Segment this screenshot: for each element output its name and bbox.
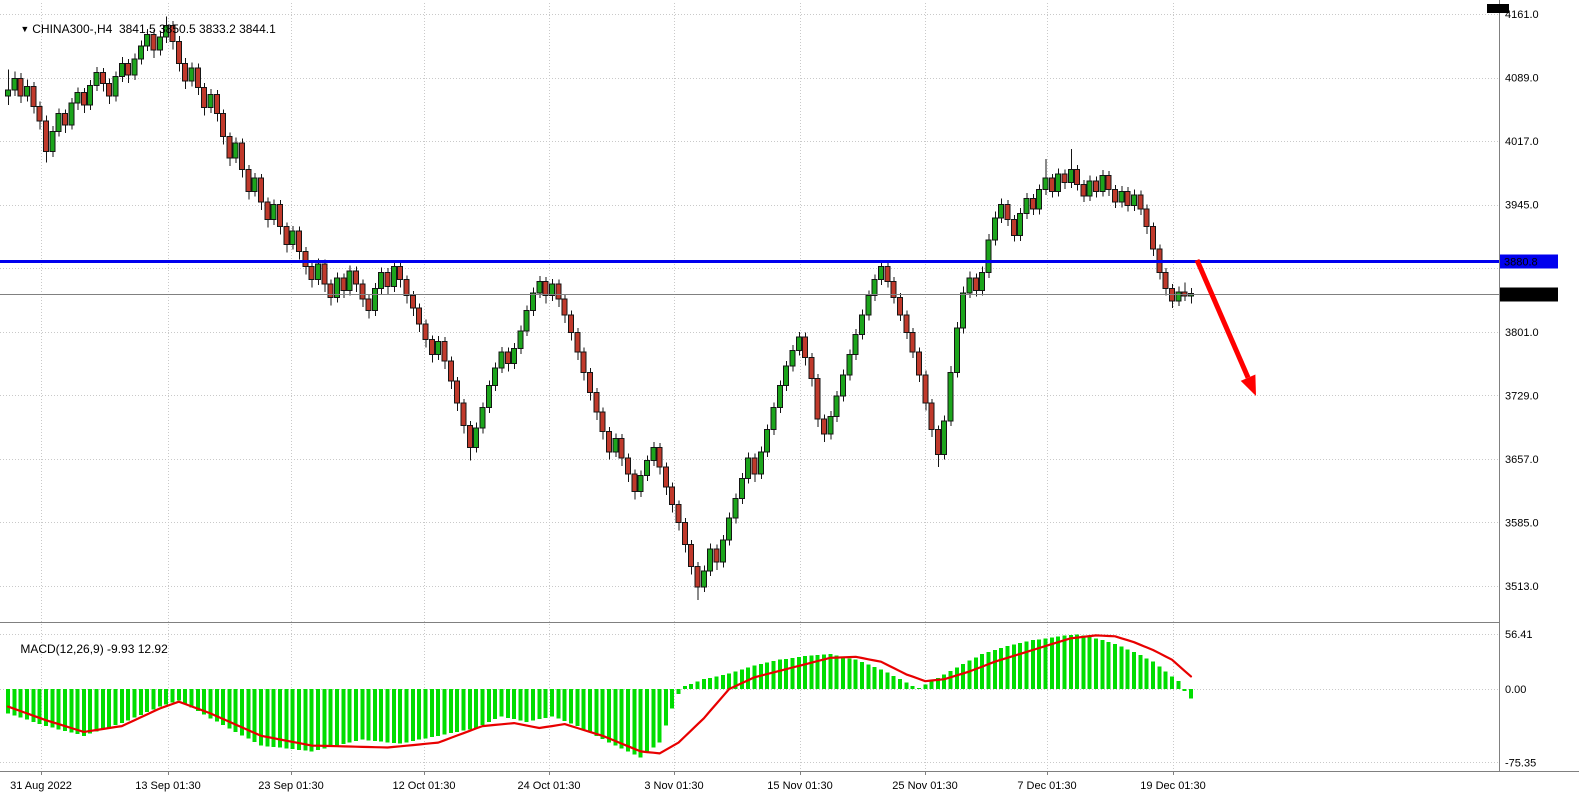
time-axis[interactable]: 31 Aug 2022 13 Sep 01:30 23 Sep 01:30 12 Oc… bbox=[0, 771, 1579, 803]
time-axis-label: 25 Nov 01:30 bbox=[892, 780, 957, 792]
macd-signal-line bbox=[6, 634, 1193, 755]
price-axis-label: 3945.0 bbox=[1505, 200, 1539, 212]
hline-price-label: 3880.8 bbox=[1504, 257, 1538, 269]
macd-axis-label: 56.41 bbox=[1505, 629, 1533, 641]
price-axis-label: 3657.0 bbox=[1505, 454, 1539, 466]
macd-axis-label: -75.35 bbox=[1505, 757, 1536, 769]
symbol-info: ▼ CHINA300-,H4 3841.5 3850.5 3833.2 3844.… bbox=[7, 8, 276, 50]
trend-arrow-object[interactable] bbox=[1194, 259, 1256, 396]
horizontal-line-object[interactable]: 3880.8 bbox=[0, 254, 1558, 269]
time-axis-label: 12 Oct 01:30 bbox=[393, 780, 456, 792]
time-axis-label: 7 Dec 01:30 bbox=[1017, 780, 1076, 792]
price-axis-label: 3513.0 bbox=[1505, 581, 1539, 593]
price-axis-label: 3801.0 bbox=[1505, 327, 1539, 339]
candlestick-series bbox=[5, 16, 1194, 601]
time-axis-label: 19 Dec 01:30 bbox=[1140, 780, 1205, 792]
time-axis-label: 24 Oct 01:30 bbox=[518, 780, 581, 792]
symbol-ohlc-label: CHINA300-,H4 3841.5 3850.5 3833.2 3844.1 bbox=[32, 22, 276, 36]
price-axis-label: 3585.0 bbox=[1505, 517, 1539, 529]
time-axis-label: 31 Aug 2022 bbox=[10, 780, 72, 792]
time-axis-label: 23 Sep 01:30 bbox=[258, 780, 323, 792]
macd-histogram bbox=[6, 634, 1193, 758]
price-axis-label: 3729.0 bbox=[1505, 390, 1539, 402]
price-marker-label: 3844.1 bbox=[1504, 290, 1538, 302]
macd-indicator-label: MACD(12,26,9) -9.93 12.92 bbox=[20, 642, 168, 656]
pane-separators bbox=[0, 0, 1579, 772]
price-axis-label: 4017.0 bbox=[1505, 136, 1539, 148]
price-axis-label: 4161.0 bbox=[1505, 9, 1539, 21]
time-axis-label: 3 Nov 01:30 bbox=[644, 780, 703, 792]
grid-lines bbox=[0, 3, 1499, 771]
symbol-dropdown-icon[interactable]: ▼ bbox=[20, 24, 30, 34]
time-axis-label: 15 Nov 01:30 bbox=[767, 780, 832, 792]
macd-axis-label: 0.00 bbox=[1505, 684, 1526, 696]
shift-marker bbox=[1487, 4, 1509, 13]
current-price-line: 3844.1 bbox=[0, 287, 1558, 302]
time-axis-label: 13 Sep 01:30 bbox=[135, 780, 200, 792]
price-axis-label: 4089.0 bbox=[1505, 73, 1539, 85]
price-axis[interactable]: 4161.0 4089.0 4017.0 3945.0 3801.0 3729.0 3657… bbox=[1500, 0, 1579, 771]
